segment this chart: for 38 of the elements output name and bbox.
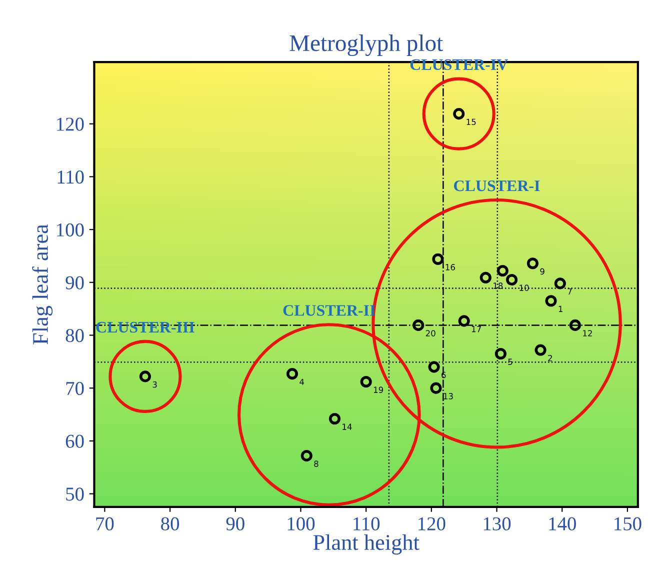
y-tick-label: 120 — [57, 118, 84, 131]
x-tick-label: 150 — [614, 517, 642, 530]
x-tick-label: 140 — [549, 517, 576, 530]
annotation: 1 — [558, 306, 562, 312]
x-tick-label: 120 — [418, 517, 446, 530]
annotation: 7 — [568, 288, 572, 295]
annotation: 4 — [300, 378, 304, 385]
annotation: CLUSTER-I — [454, 180, 540, 192]
chart-title: Metroglyph plot — [290, 34, 443, 56]
annotation: 20 — [426, 330, 436, 336]
annotation: 2 — [548, 354, 552, 362]
x-tick-label: 110 — [354, 517, 380, 530]
y-axis-title: Flag leaf area — [32, 224, 53, 344]
annotation: 16 — [446, 264, 455, 270]
x-tick-label: 100 — [288, 517, 315, 530]
annotation: 14 — [342, 424, 352, 430]
y-tick-label: 80 — [66, 329, 84, 342]
y-tick-label: 100 — [57, 223, 84, 236]
x-tick-label: 90 — [226, 517, 244, 530]
y-tick-label: 70 — [66, 382, 84, 396]
annotation: 9 — [540, 268, 544, 275]
annotation: 3 — [152, 381, 157, 388]
annotation: 5 — [508, 358, 512, 365]
annotation: 10 — [520, 284, 529, 291]
x-axis-title: Plant height — [313, 534, 420, 555]
annotation: 19 — [374, 386, 384, 393]
annotation: 15 — [466, 118, 476, 126]
annotation: 17 — [472, 326, 481, 332]
x-tick-label: 80 — [161, 517, 180, 530]
y-tick-label: 110 — [58, 170, 84, 184]
annotation: 12 — [583, 330, 592, 336]
annotation: 18 — [494, 282, 503, 289]
annotation: 8 — [314, 460, 318, 467]
x-tick-label: 130 — [484, 517, 511, 530]
x-tick-label: 70 — [96, 517, 114, 530]
y-tick-label: 50 — [66, 488, 84, 501]
y-tick-label: 60 — [66, 434, 84, 448]
y-tick-label: 90 — [66, 276, 84, 290]
